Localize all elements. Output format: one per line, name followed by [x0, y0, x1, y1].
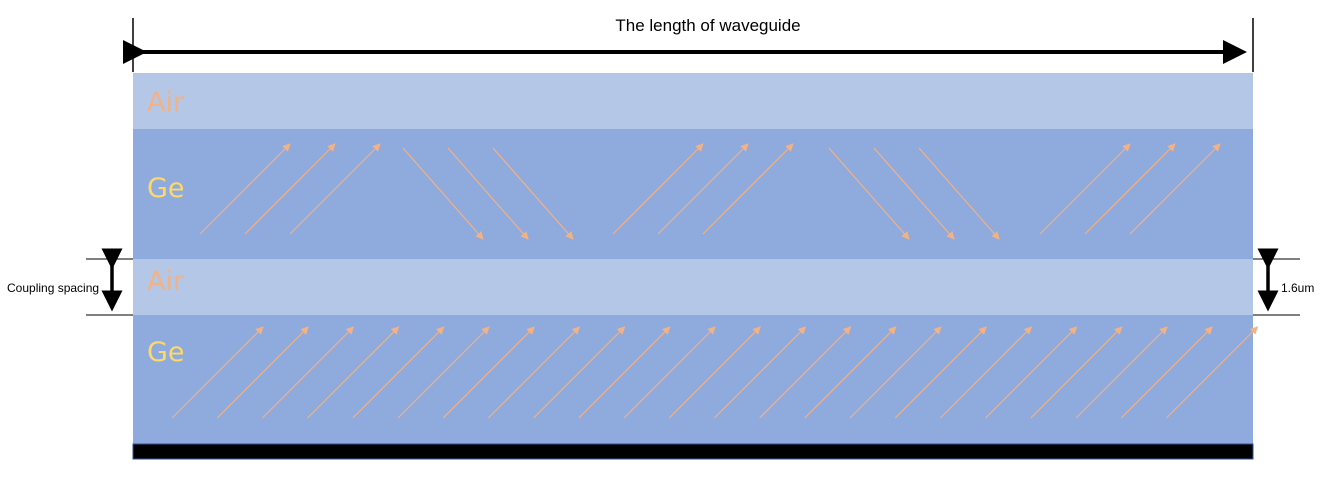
ray-arrow-down: [873, 147, 955, 240]
ray-arrow-up: [1165, 326, 1259, 419]
ray-arrow-up: [397, 326, 490, 419]
ray-arrow-up: [352, 326, 445, 419]
spacing-value-label: 1.6um: [1281, 281, 1314, 295]
ray-arrow-up: [1039, 143, 1131, 235]
ray-arrow-up: [171, 326, 264, 419]
ge-lower-label: Ge: [147, 337, 185, 368]
ray-arrow-up: [702, 143, 794, 235]
ray-arrow-up: [199, 143, 291, 235]
ray-arrow-up: [657, 143, 749, 235]
ray-arrow-up: [804, 326, 897, 419]
ray-arrow-up: [307, 326, 400, 419]
ray-arrow-up: [1075, 326, 1168, 419]
ray-arrow-down: [402, 147, 484, 240]
ray-arrow-up: [759, 326, 852, 419]
ray-arrow-up: [578, 326, 671, 419]
ray-arrow-up: [289, 143, 381, 235]
ray-arrow-up: [939, 326, 1033, 419]
lower-ray-arrows: [171, 326, 1259, 419]
coupling-spacing-label: Coupling spacing: [7, 281, 99, 295]
ray-arrow-up: [623, 326, 716, 419]
ray-arrow-up: [442, 326, 535, 419]
ray-arrow-up: [985, 326, 1078, 419]
upper-ray-arrows: [199, 143, 1221, 240]
ray-arrow-up: [261, 326, 355, 419]
title-label: The length of waveguide: [615, 16, 800, 35]
ray-arrow-up: [1084, 143, 1176, 235]
ge-upper-label: Ge: [147, 173, 185, 204]
ge-upper-layer: [133, 129, 1253, 259]
air-gap-layer: [133, 259, 1253, 315]
ray-arrow-up: [1120, 326, 1213, 419]
ray-arrow-down: [447, 147, 529, 240]
ray-arrow-up: [612, 143, 704, 235]
substrate: [133, 444, 1253, 459]
ray-arrow-up: [1030, 326, 1123, 419]
ray-arrow-up: [487, 326, 581, 419]
ray-arrow-up: [533, 326, 626, 419]
ray-arrow-up: [244, 143, 336, 235]
air-gap-label: Air: [147, 266, 185, 297]
ray-arrow-down: [828, 147, 910, 240]
ray-arrow-up: [216, 326, 309, 419]
ray-arrow-down: [918, 147, 1000, 240]
ray-arrow-down: [492, 147, 574, 240]
ray-arrow-up: [1129, 143, 1221, 235]
ray-arrow-up: [894, 326, 987, 419]
air-top-label: Air: [147, 87, 185, 118]
ray-arrow-up: [849, 326, 942, 419]
air-top-layer: [133, 73, 1253, 129]
ray-arrow-up: [668, 326, 761, 419]
substrate-edge: [132, 443, 1254, 460]
ray-arrow-up: [713, 326, 807, 419]
